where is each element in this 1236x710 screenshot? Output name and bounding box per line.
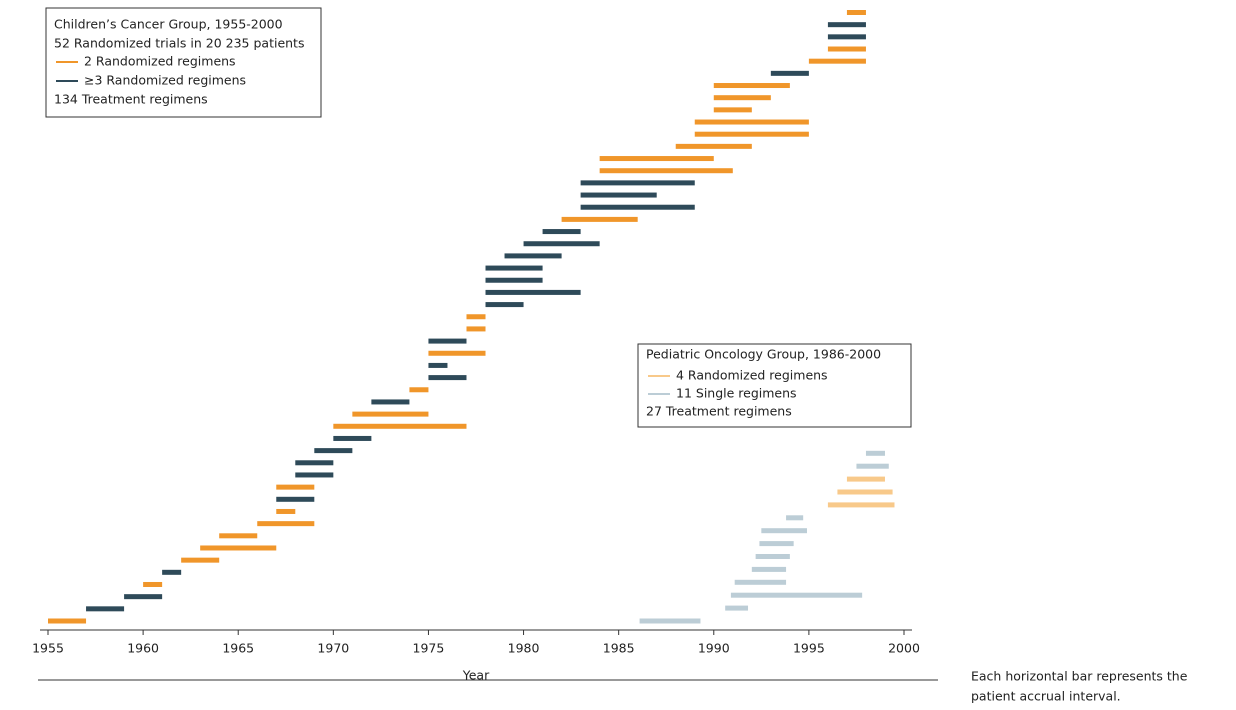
- bar: [846, 476, 885, 482]
- bar: [730, 592, 863, 598]
- legend-subtitle: 52 Randomized trials in 20 235 patients: [54, 36, 304, 51]
- x-tick-label: 1955: [32, 641, 64, 656]
- bar: [827, 46, 866, 52]
- x-tick-label: 2000: [888, 641, 920, 656]
- bar: [856, 463, 889, 469]
- bar: [143, 581, 163, 587]
- bar: [865, 450, 885, 456]
- bar: [561, 216, 638, 222]
- bar: [523, 241, 600, 247]
- bar: [428, 375, 467, 381]
- bar: [759, 541, 794, 547]
- bar: [428, 338, 467, 344]
- bar: [504, 253, 562, 259]
- bar: [694, 131, 809, 137]
- bar: [827, 22, 866, 28]
- bar: [485, 289, 581, 295]
- bar: [485, 302, 524, 308]
- bar: [276, 484, 315, 490]
- x-tick-label: 1990: [698, 641, 730, 656]
- bar: [734, 579, 787, 585]
- bar: [466, 326, 486, 332]
- bar: [466, 314, 486, 320]
- legend-title: Children’s Cancer Group, 1955-2000: [54, 17, 283, 32]
- bar: [599, 156, 714, 162]
- x-tick-label: 1985: [603, 641, 635, 656]
- bar: [755, 554, 790, 559]
- bar: [639, 618, 701, 624]
- caption: Each horizontal bar represents the: [971, 669, 1188, 684]
- x-axis-label: Year: [462, 668, 490, 683]
- bar: [808, 58, 866, 64]
- bar: [276, 496, 315, 502]
- bar: [314, 448, 353, 454]
- bar: [827, 34, 866, 40]
- bar: [713, 83, 790, 89]
- bar: [219, 533, 258, 539]
- caption: patient accrual interval.: [971, 689, 1121, 704]
- bar: [675, 143, 752, 149]
- bar: [181, 557, 220, 563]
- bar: [371, 399, 410, 405]
- bar: [827, 502, 895, 508]
- x-tick-label: 1980: [508, 641, 540, 656]
- bar: [48, 618, 87, 624]
- bar: [162, 569, 182, 575]
- bar: [580, 180, 695, 186]
- bar: [846, 10, 866, 15]
- legend-entry: 4 Randomized regimens: [676, 368, 828, 383]
- legend-box: [637, 343, 912, 428]
- bar: [580, 204, 695, 210]
- bar: [485, 277, 543, 283]
- legend-entry: 2 Randomized regimens: [84, 54, 236, 69]
- bar: [580, 192, 657, 198]
- bar: [333, 423, 467, 429]
- bar: [725, 605, 749, 611]
- bar: [485, 265, 543, 271]
- bar: [295, 472, 334, 478]
- x-tick-label: 1975: [413, 641, 445, 656]
- bar: [352, 411, 429, 417]
- bar: [542, 229, 581, 235]
- bar: [200, 545, 277, 551]
- bar: [751, 566, 787, 572]
- bar: [428, 362, 448, 368]
- bar: [713, 107, 752, 113]
- bar: [599, 168, 733, 174]
- x-tick-label: 1970: [317, 641, 349, 656]
- legend-title: Pediatric Oncology Group, 1986-2000: [646, 347, 881, 362]
- legend-footer: 134 Treatment regimens: [54, 92, 208, 107]
- bar: [86, 606, 125, 612]
- x-tick-label: 1995: [793, 641, 825, 656]
- bar: [276, 508, 296, 514]
- bar: [409, 387, 429, 393]
- legend-footer: 27 Treatment regimens: [646, 404, 792, 419]
- bar: [761, 528, 807, 534]
- bar: [786, 515, 804, 521]
- x-tick-label: 1965: [222, 641, 254, 656]
- legend-entry: ≥3 Randomized regimens: [84, 73, 246, 88]
- bar: [694, 119, 809, 125]
- bar: [257, 521, 315, 527]
- bar: [295, 460, 334, 466]
- legend-entry: 11 Single regimens: [676, 386, 797, 401]
- bar: [770, 70, 809, 76]
- legend-box: [45, 7, 322, 118]
- bar: [428, 350, 486, 356]
- x-tick-label: 1960: [127, 641, 159, 656]
- bar: [333, 435, 372, 441]
- bar: [713, 95, 771, 101]
- bar: [837, 489, 893, 495]
- bar: [124, 594, 163, 600]
